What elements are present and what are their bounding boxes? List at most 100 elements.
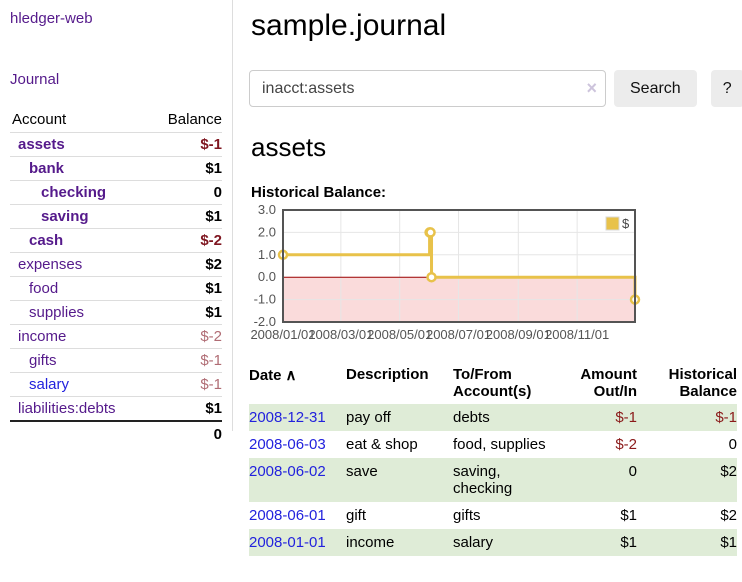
transaction-balance: $1 <box>720 534 737 551</box>
account-link-saving[interactable]: saving <box>41 208 89 225</box>
legend-label: $ <box>622 216 630 231</box>
register-header-amount[interactable]: Amount Out/In <box>580 366 637 400</box>
register-table-body: 2008-12-31 pay off debts $-1 $-1 2008-06-03 ea… <box>249 404 737 556</box>
sidebar-item-journal[interactable]: Journal <box>10 71 60 88</box>
transaction-description: save <box>346 463 378 480</box>
historical-balance-chart: 3.0 2.0 1.0 0.0 -1.0 -2.02008/01/012008/03/01… <box>250 205 641 342</box>
brand-link[interactable]: hledger-web <box>10 10 93 27</box>
transaction-accounts: salary <box>453 534 494 551</box>
account-link-checking[interactable]: checking <box>41 184 107 201</box>
search-button[interactable]: Search <box>614 70 697 107</box>
clear-search-icon[interactable]: × <box>586 78 597 98</box>
account-link-salary[interactable]: salary <box>29 376 70 393</box>
account-link-bank[interactable]: bank <box>29 160 65 177</box>
transaction-row: 2008-06-02 save saving, checking 0 $2 <box>249 458 737 502</box>
account-balance: $-2 <box>200 232 222 249</box>
transaction-accounts: food, supplies <box>453 436 546 453</box>
account-link-cash[interactable]: cash <box>29 232 64 249</box>
legend-swatch <box>605 216 620 231</box>
svg-text:2008/09/01: 2008/09/01 <box>486 327 551 342</box>
transaction-balance: $-1 <box>715 409 737 426</box>
transaction-amount: 0 <box>628 463 637 480</box>
help-button[interactable]: ? <box>710 70 742 107</box>
transaction-date-link[interactable]: 2008-06-01 <box>249 507 326 524</box>
accounts-header-balance: Balance <box>150 108 222 133</box>
chart-point <box>426 271 437 283</box>
svg-text:2008/05/01: 2008/05/01 <box>367 327 432 342</box>
account-heading: assets <box>251 132 327 162</box>
svg-text:2008/07/01: 2008/07/01 <box>426 327 491 342</box>
transaction-date-link[interactable]: 2008-12-31 <box>249 409 326 426</box>
transaction-balance: 0 <box>728 436 737 453</box>
sort-asc-icon: ∧ <box>285 367 297 384</box>
account-balance: $-1 <box>200 136 222 153</box>
transaction-date-link[interactable]: 2008-01-01 <box>249 534 326 551</box>
accounts-total-row: 0 <box>10 420 222 447</box>
transaction-date-link[interactable]: 2008-06-03 <box>249 436 326 453</box>
account-balance: $1 <box>205 160 222 177</box>
account-row: checking 0 <box>10 180 222 205</box>
chart-point <box>425 227 436 238</box>
account-row: bank $1 <box>10 156 222 181</box>
transaction-row: 2008-06-03 eat & shop food, supplies $-2 0 <box>249 431 737 458</box>
account-link-income[interactable]: income <box>18 328 67 345</box>
search-input[interactable] <box>249 70 606 107</box>
register-header-accounts[interactable]: To/From Account(s) <box>453 366 532 400</box>
transaction-row: 2008-01-01 income salary $1 $1 <box>249 529 737 556</box>
account-row: food $1 <box>10 276 222 301</box>
svg-text:2008/03/01: 2008/03/01 <box>308 327 373 342</box>
transaction-accounts: gifts <box>453 507 481 524</box>
svg-text:3.0: 3.0 <box>258 205 276 217</box>
account-balance: $-1 <box>200 352 222 369</box>
transaction-date-link[interactable]: 2008-06-02 <box>249 463 326 480</box>
account-link-liabilities-debts[interactable]: liabilities:debts <box>18 400 116 417</box>
svg-text:2008/11/01: 2008/11/01 <box>545 327 609 342</box>
transaction-description: income <box>346 534 395 551</box>
accounts-header-account: Account <box>10 108 151 133</box>
register-header-description[interactable]: Description <box>346 366 429 383</box>
account-link-gifts[interactable]: gifts <box>29 352 57 369</box>
search-form: × Search ? <box>249 70 742 107</box>
app-brand: hledger-web <box>10 10 222 27</box>
svg-text:-2.0: -2.0 <box>254 314 276 329</box>
account-row: cash $-2 <box>10 228 222 253</box>
account-balance: $-2 <box>200 328 222 345</box>
account-row: expenses $2 <box>10 252 222 277</box>
transaction-amount: $1 <box>620 507 637 524</box>
transaction-row: 2008-12-31 pay off debts $-1 $-1 <box>249 404 737 431</box>
account-link-food[interactable]: food <box>29 280 59 297</box>
account-row: salary $-1 <box>10 372 222 397</box>
transaction-balance: $2 <box>720 507 737 524</box>
account-balance: $1 <box>205 304 222 321</box>
chart-heading: Historical Balance: <box>251 184 387 201</box>
account-balance: $1 <box>205 208 222 225</box>
transaction-amount: $-2 <box>615 436 637 453</box>
transaction-accounts: debts <box>453 409 490 426</box>
register-header-date[interactable]: Date ∧ <box>249 367 297 384</box>
svg-text:-1.0: -1.0 <box>254 292 276 307</box>
svg-text:2.0: 2.0 <box>258 224 276 239</box>
svg-text:1.0: 1.0 <box>258 247 276 262</box>
sidebar: hledger-web Journal Account Balance asse… <box>0 0 233 447</box>
transaction-description: gift <box>346 507 367 524</box>
account-row: assets $-1 <box>10 132 222 157</box>
register-header-row: Date ∧ Description To/From Account(s) Amo… <box>249 360 737 404</box>
accounts-total-value: 0 <box>150 420 222 447</box>
svg-text:0.0: 0.0 <box>258 269 276 284</box>
svg-text:2008/01/01: 2008/01/01 <box>250 327 315 342</box>
transaction-balance: $2 <box>720 463 737 480</box>
account-balance: $1 <box>205 400 222 417</box>
accounts-table: Account Balance assets $-1 bank $1 checking 0… <box>10 108 222 447</box>
transaction-description: pay off <box>346 409 391 426</box>
account-link-expenses[interactable]: expenses <box>18 256 83 273</box>
account-row: gifts $-1 <box>10 348 222 373</box>
account-row: liabilities:debts $1 <box>10 396 222 422</box>
register-header-balance[interactable]: Historical Balance <box>668 366 737 400</box>
account-row: supplies $1 <box>10 300 222 325</box>
transaction-row: 2008-06-01 gift gifts $1 $2 <box>249 502 737 529</box>
transaction-amount: $-1 <box>615 409 637 426</box>
accounts-table-body: assets $-1 bank $1 checking 0 saving $1 cash $-2 e… <box>10 132 222 422</box>
account-link-assets[interactable]: assets <box>18 136 65 153</box>
account-link-supplies[interactable]: supplies <box>29 304 85 321</box>
account-row: income $-2 <box>10 324 222 349</box>
